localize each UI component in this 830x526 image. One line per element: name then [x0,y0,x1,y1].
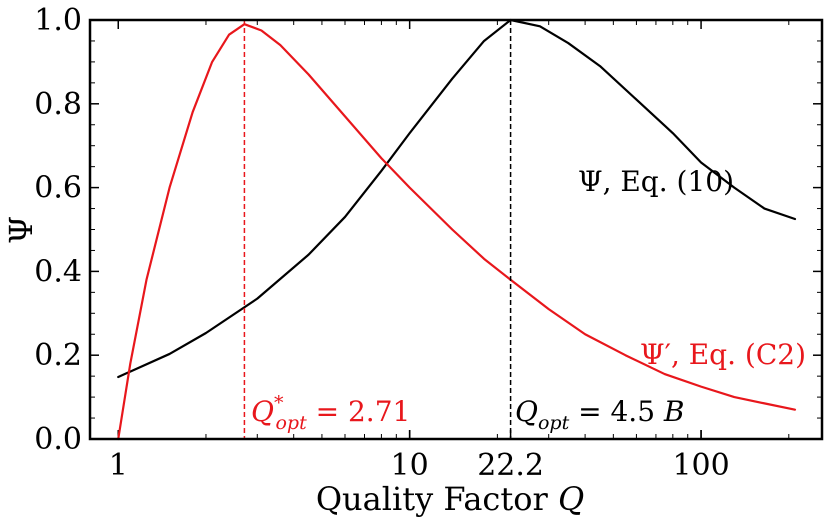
y-tick-label: 0.6 [34,171,82,206]
y-axis-label: Ψ [2,216,40,244]
x-tick-label: 1 [109,448,128,483]
x-tick-label: 100 [672,448,729,483]
qopt-star-label: Q* opt = 2.71 [251,392,410,434]
series-line-psi [117,18,797,379]
x-tick-label: 22.2 [477,448,544,483]
y-tick-label: 0.0 [34,422,82,457]
psi-legend-label: Ψ, Eq. (10) [578,165,734,198]
y-tick-label: 1.0 [34,3,82,38]
y-tick-label: 0.8 [34,87,82,122]
y-tick-label: 0.4 [34,254,82,289]
qopt-label: Qopt = 4.5 B [515,395,685,434]
series-line-psi-prime [117,23,797,441]
marker-layer [243,20,512,439]
y-tick-label: 0.2 [34,338,82,373]
plot-frame [88,18,824,441]
x-tick-label: 10 [391,448,429,483]
series-layer [117,18,797,441]
psi-prime-legend-label: Ψ′, Eq. (C2) [640,338,806,371]
ticks-layer: 0.0 0.2 0.4 0.6 0.8 1.0 1 10 22.2 100 [34,3,822,483]
x-axis-label: Quality Factor Q [316,480,584,518]
